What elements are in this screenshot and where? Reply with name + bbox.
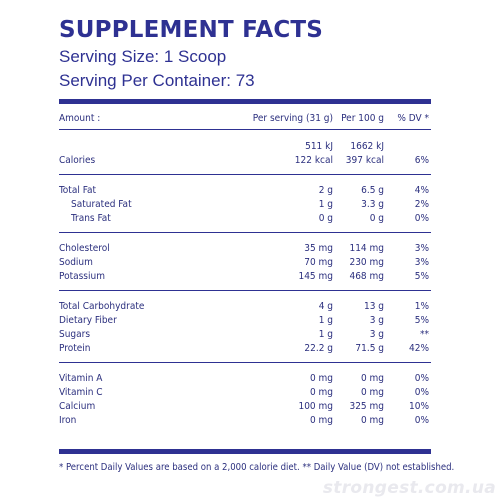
energy-kj-per-serving: 511 kJ (305, 141, 333, 152)
nutrient-per-serving: 4 g (318, 301, 333, 312)
nutrient-per-serving: 1 g (318, 199, 333, 210)
nutrient-label: Trans Fat (71, 213, 111, 224)
nutrient-per-serving: 22.2 g (304, 343, 333, 354)
header-amount: Amount : (59, 113, 101, 124)
nutrient-per-serving: 35 mg (304, 243, 333, 254)
energy-kj-per-100g: 1662 kJ (350, 141, 384, 152)
nutrient-label: Total Fat (59, 185, 96, 196)
nutrient-dv: 3% (414, 243, 429, 254)
nutrient-per-100g: 6.5 g (361, 185, 384, 196)
nutrient-dv: 0% (414, 373, 429, 384)
header-dv: % DV * (397, 113, 429, 124)
nutrient-per-100g: 3.3 g (361, 199, 384, 210)
nutrient-dv: 5% (414, 271, 429, 282)
nutrient-label: Cholesterol (59, 243, 110, 254)
nutrient-per-100g: 0 mg (360, 373, 384, 384)
calories-per-serving: 122 kcal (294, 155, 333, 166)
nutrient-per-100g: 468 mg (349, 271, 384, 282)
nutrient-per-serving: 0 mg (309, 415, 333, 426)
nutrient-dv: 0% (414, 387, 429, 398)
nutrient-dv: 0% (414, 213, 429, 224)
table-row: Protein 22.2 g 71.5 g 42% (59, 342, 431, 356)
nutrient-label: Sugars (59, 329, 91, 340)
nutrient-per-serving: 2 g (318, 185, 333, 196)
table-row: Dietary Fiber 1 g 3 g 5% (59, 314, 431, 328)
table-row-energy-kj: 511 kJ 1662 kJ (59, 140, 431, 154)
nutrient-dv: 3% (414, 257, 429, 268)
serving-size: Serving Size: 1 Scoop (59, 47, 227, 66)
calories-label: Calories (59, 155, 96, 166)
calories-per-100g: 397 kcal (345, 155, 384, 166)
nutrient-per-100g: 0 g (369, 213, 384, 224)
nutrient-per-serving: 100 mg (298, 401, 333, 412)
nutrient-dv: 1% (414, 301, 429, 312)
section-rule (59, 232, 431, 233)
nutrient-label: Iron (59, 415, 77, 426)
nutrient-dv: 2% (414, 199, 429, 210)
table-row: Vitamin A 0 mg 0 mg 0% (59, 372, 431, 386)
nutrient-per-serving: 0 mg (309, 387, 333, 398)
nutrient-label: Dietary Fiber (59, 315, 117, 326)
nutrient-per-100g: 0 mg (360, 387, 384, 398)
table-header: Amount : Per serving (31 g) Per 100 g % … (59, 112, 431, 126)
nutrient-per-100g: 71.5 g (355, 343, 384, 354)
section-rule (59, 362, 431, 363)
nutrient-per-serving: 145 mg (298, 271, 333, 282)
thick-rule-bottom (59, 449, 431, 454)
footnote: * Percent Daily Values are based on a 2,… (59, 462, 455, 473)
nutrient-label: Sodium (59, 257, 93, 268)
table-row-calories: Calories 122 kcal 397 kcal 6% (59, 154, 431, 168)
nutrient-per-100g: 114 mg (349, 243, 384, 254)
nutrient-dv: 42% (409, 343, 429, 354)
table-row: Trans Fat 0 g 0 g 0% (59, 212, 431, 226)
nutrient-label: Vitamin A (59, 373, 103, 384)
section-rule (59, 290, 431, 291)
nutrient-per-serving: 1 g (318, 329, 333, 340)
table-row: Total Carbohydrate 4 g 13 g 1% (59, 300, 431, 314)
nutrient-label: Calcium (59, 401, 96, 412)
nutrient-per-100g: 325 mg (349, 401, 384, 412)
servings-per-container: Serving Per Container: 73 (59, 71, 255, 90)
table-row: Potassium 145 mg 468 mg 5% (59, 270, 431, 284)
table-row: Iron 0 mg 0 mg 0% (59, 414, 431, 428)
nutrient-per-100g: 13 g (363, 301, 384, 312)
table-row: Calcium 100 mg 325 mg 10% (59, 400, 431, 414)
nutrient-per-100g: 230 mg (349, 257, 384, 268)
nutrient-per-100g: 0 mg (360, 415, 384, 426)
table-row: Total Fat 2 g 6.5 g 4% (59, 184, 431, 198)
table-row: Saturated Fat 1 g 3.3 g 2% (59, 198, 431, 212)
nutrient-per-serving: 1 g (318, 315, 333, 326)
nutrient-dv: 0% (414, 415, 429, 426)
nutrient-dv: 4% (414, 185, 429, 196)
thick-rule-top (59, 99, 431, 104)
nutrient-dv: 10% (409, 401, 429, 412)
nutrient-per-serving: 70 mg (304, 257, 333, 268)
nutrient-per-serving: 0 mg (309, 373, 333, 384)
calories-dv: 6% (414, 155, 429, 166)
header-per-serving: Per serving (31 g) (252, 113, 333, 124)
nutrient-label: Protein (59, 343, 91, 354)
header-per-100g: Per 100 g (341, 113, 384, 124)
nutrient-per-100g: 3 g (369, 315, 384, 326)
header-rule (59, 129, 431, 130)
nutrient-label: Total Carbohydrate (59, 301, 145, 312)
table-row: Sodium 70 mg 230 mg 3% (59, 256, 431, 270)
nutrient-label: Vitamin C (59, 387, 103, 398)
panel-title: SUPPLEMENT FACTS (59, 17, 324, 43)
nutrient-dv: ** (420, 329, 429, 340)
table-row: Cholesterol 35 mg 114 mg 3% (59, 242, 431, 256)
nutrient-per-100g: 3 g (369, 329, 384, 340)
nutrient-label: Potassium (59, 271, 105, 282)
section-rule (59, 174, 431, 175)
table-row: Vitamin C 0 mg 0 mg 0% (59, 386, 431, 400)
nutrient-label: Saturated Fat (71, 199, 132, 210)
nutrient-per-serving: 0 g (318, 213, 333, 224)
watermark: strongest.com.ua (322, 478, 496, 498)
table-row: Sugars 1 g 3 g ** (59, 328, 431, 342)
nutrient-dv: 5% (414, 315, 429, 326)
